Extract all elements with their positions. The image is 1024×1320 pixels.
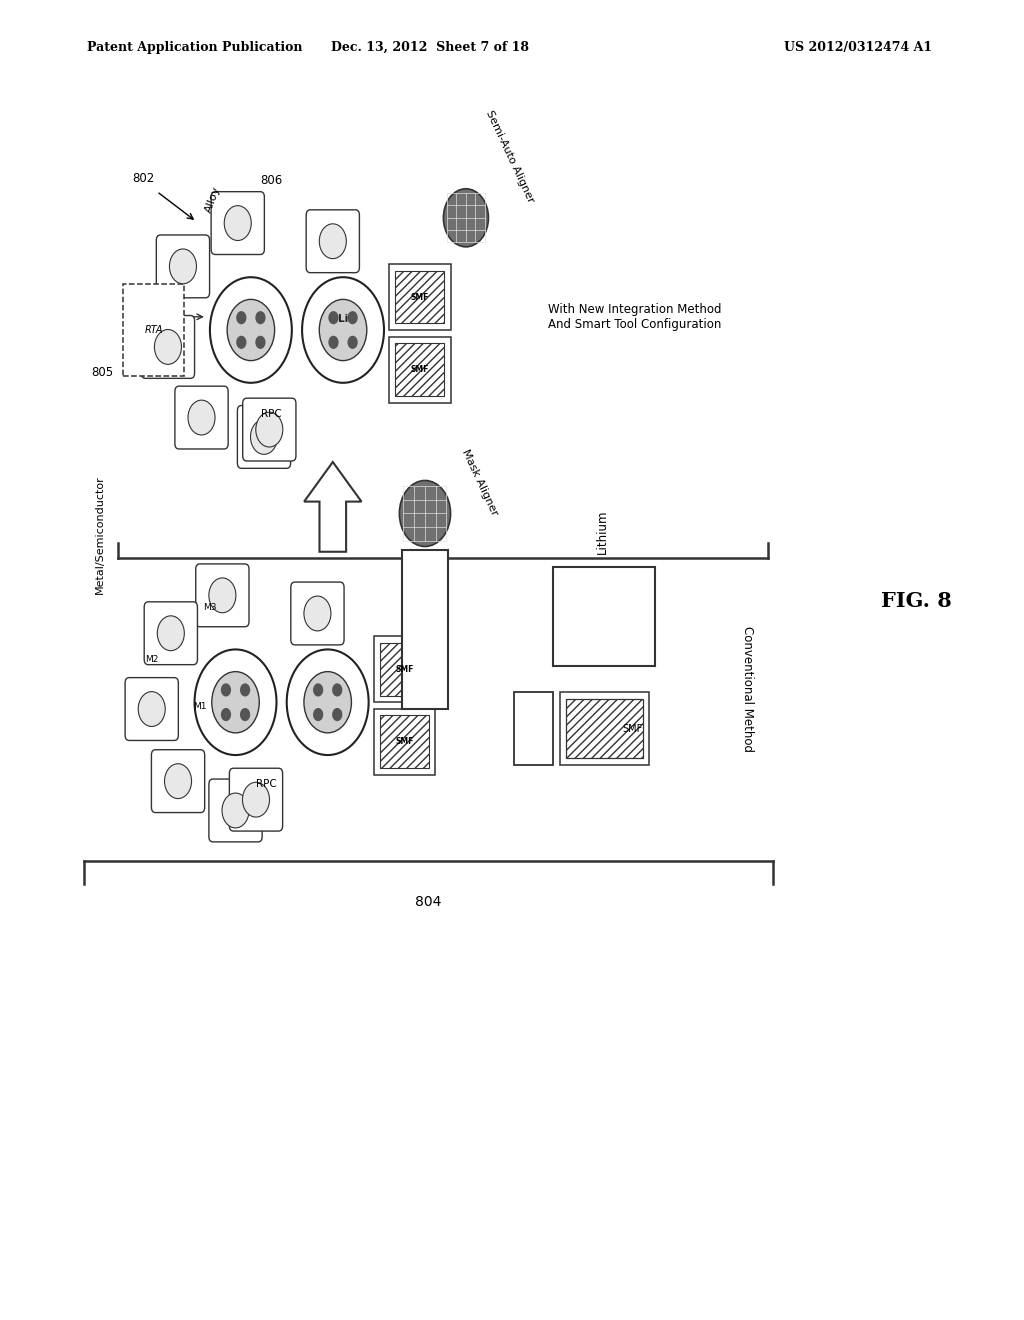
Text: M1: M1 [193, 702, 207, 710]
Circle shape [221, 684, 231, 697]
Text: 802: 802 [132, 172, 155, 185]
Text: SMF: SMF [623, 723, 643, 734]
Circle shape [304, 672, 351, 733]
Circle shape [313, 708, 324, 721]
Circle shape [332, 684, 342, 697]
Circle shape [165, 764, 191, 799]
Text: M3: M3 [203, 603, 217, 611]
Text: With New Integration Method
And Smart Tool Configuration: With New Integration Method And Smart To… [548, 302, 722, 331]
Circle shape [195, 649, 276, 755]
Circle shape [169, 249, 197, 284]
Circle shape [221, 708, 231, 721]
Bar [389, 337, 451, 403]
Text: M2: M2 [144, 656, 159, 664]
FancyBboxPatch shape [238, 405, 291, 469]
Circle shape [212, 672, 259, 733]
FancyBboxPatch shape [291, 582, 344, 645]
Text: Li: Li [338, 314, 348, 325]
Text: 806: 806 [260, 174, 283, 187]
Text: 805: 805 [91, 366, 114, 379]
Text: RPC: RPC [261, 409, 282, 420]
Circle shape [347, 335, 357, 348]
Text: FIG. 8: FIG. 8 [881, 590, 952, 611]
Circle shape [155, 330, 181, 364]
Circle shape [224, 206, 251, 240]
Circle shape [255, 312, 265, 325]
Text: Alloy: Alloy [204, 185, 222, 214]
Text: US 2012/0312474 A1: US 2012/0312474 A1 [783, 41, 932, 54]
Circle shape [210, 277, 292, 383]
FancyBboxPatch shape [141, 315, 195, 379]
Bar [380, 715, 429, 768]
Circle shape [302, 277, 384, 383]
Text: Mask Aligner: Mask Aligner [461, 447, 500, 517]
Circle shape [332, 708, 342, 721]
Circle shape [237, 335, 247, 348]
Circle shape [222, 793, 249, 828]
Circle shape [329, 335, 339, 348]
FancyBboxPatch shape [306, 210, 359, 273]
Text: SMF: SMF [411, 366, 429, 374]
Text: Metal/Semiconductor: Metal/Semiconductor [95, 475, 105, 594]
FancyBboxPatch shape [152, 750, 205, 813]
Circle shape [188, 400, 215, 436]
Bar [401, 550, 447, 709]
Bar [395, 343, 444, 396]
Circle shape [255, 335, 265, 348]
Bar [374, 709, 435, 775]
Bar [514, 692, 553, 766]
FancyBboxPatch shape [125, 677, 178, 741]
Text: Dec. 13, 2012  Sheet 7 of 18: Dec. 13, 2012 Sheet 7 of 18 [331, 41, 529, 54]
Bar [380, 643, 429, 696]
Bar [553, 568, 655, 665]
Circle shape [209, 578, 236, 612]
FancyBboxPatch shape [211, 191, 264, 255]
Bar [389, 264, 451, 330]
Circle shape [251, 420, 278, 454]
FancyBboxPatch shape [123, 285, 184, 375]
Circle shape [304, 597, 331, 631]
Circle shape [240, 708, 250, 721]
Circle shape [243, 783, 269, 817]
FancyBboxPatch shape [209, 779, 262, 842]
Text: RTA: RTA [144, 325, 163, 335]
Circle shape [319, 300, 367, 360]
Bar [559, 692, 649, 766]
FancyBboxPatch shape [229, 768, 283, 832]
Circle shape [256, 412, 283, 447]
Text: SMF: SMF [411, 293, 429, 301]
Circle shape [158, 616, 184, 651]
Circle shape [319, 224, 346, 259]
Text: SMF: SMF [395, 738, 414, 746]
Circle shape [240, 684, 250, 697]
FancyBboxPatch shape [196, 564, 249, 627]
FancyBboxPatch shape [157, 235, 210, 298]
Text: SMF: SMF [395, 665, 414, 673]
Circle shape [443, 189, 488, 247]
Circle shape [138, 692, 165, 726]
Text: Patent Application Publication: Patent Application Publication [87, 41, 302, 54]
Bar [565, 700, 643, 758]
Circle shape [237, 312, 247, 325]
Text: RPC: RPC [256, 779, 276, 789]
Bar [395, 271, 444, 323]
Circle shape [399, 480, 451, 546]
Circle shape [347, 312, 357, 325]
FancyBboxPatch shape [243, 399, 296, 461]
Text: Semi-Auto Aligner: Semi-Auto Aligner [484, 110, 536, 205]
Circle shape [329, 312, 339, 325]
Text: Conventional Method: Conventional Method [741, 626, 754, 752]
Bar [374, 636, 435, 702]
Polygon shape [304, 462, 361, 552]
Circle shape [287, 649, 369, 755]
Circle shape [313, 684, 324, 697]
FancyBboxPatch shape [144, 602, 198, 665]
Text: 804: 804 [416, 895, 441, 909]
Text: Lithium: Lithium [596, 510, 608, 554]
FancyBboxPatch shape [175, 387, 228, 449]
Circle shape [227, 300, 274, 360]
